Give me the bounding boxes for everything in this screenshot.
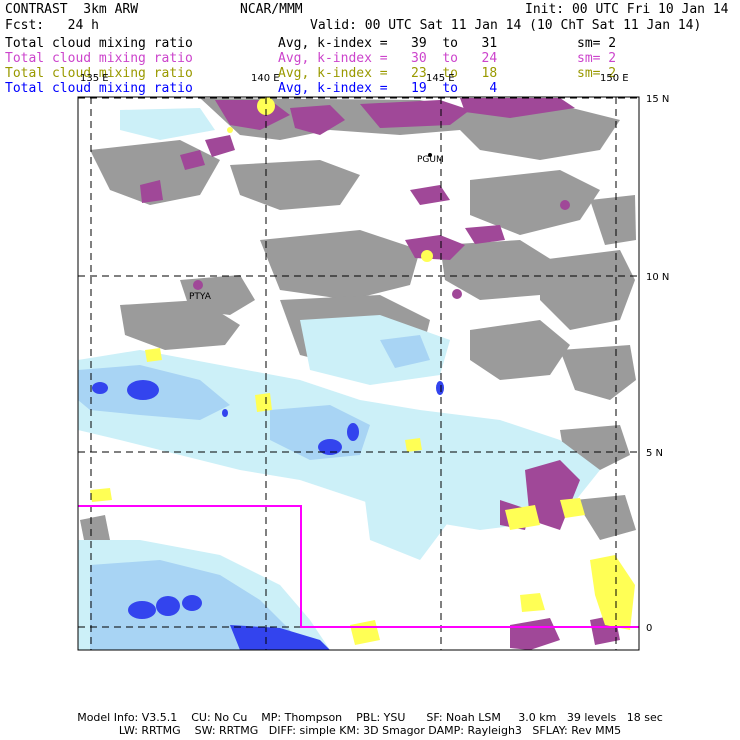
field-name-4: Total cloud mixing ratio (5, 81, 193, 96)
station-marker-pgum (428, 153, 432, 157)
lat-label-15n: 15 N (646, 94, 669, 105)
model-title: CONTRAST 3km ARW (5, 2, 139, 17)
map-frame (77, 96, 640, 651)
field-sm-1: sm= 2 (577, 36, 617, 51)
field-name-1: Total cloud mixing ratio (5, 36, 193, 51)
lat-label-eq: 0 (646, 623, 652, 634)
forecast-hour: Fcst: 24 h (5, 18, 99, 33)
shallow-cloud-dark (92, 380, 444, 650)
model-info-line-1: Model Info: V3.5.1 CU: No Cu MP: Thompso… (77, 711, 663, 724)
place-pgum: PGUM (417, 155, 444, 165)
field-range-1: Avg, k-index = 39 to 31 (278, 36, 498, 51)
field-range-2: Avg, k-index = 30 to 24 (278, 51, 498, 66)
field-sm-3: sm= 2 (577, 66, 617, 81)
field-range-3: Avg, k-index = 23 to 18 (278, 66, 498, 81)
org-label: NCAR/MMM (240, 2, 303, 17)
lon-label-135e: 135 E (80, 73, 109, 84)
field-sm-2: sm= 2 (577, 51, 617, 66)
place-ptya: PTYA (189, 292, 212, 302)
low-cloud-field (90, 97, 635, 645)
init-time: Init: 00 UTC Fri 10 Jan 14 (525, 2, 729, 17)
high-cloud-field (80, 98, 636, 545)
nest-domain-box (78, 505, 639, 628)
model-info-line-2: LW: RRTMG SW: RRTMG DIFF: simple KM: 3D … (118, 724, 622, 737)
lat-label-10n: 10 N (646, 272, 669, 283)
lon-label-150e: 150 E (600, 73, 629, 84)
valid-time: Valid: 00 UTC Sat 11 Jan 14 (10 ChT Sat … (310, 18, 702, 33)
lat-label-5n: 5 N (646, 448, 663, 459)
field-range-4: Avg, k-index = 19 to 4 (278, 81, 498, 96)
lon-label-140e: 140 E (251, 73, 280, 84)
mid-cloud-field (140, 98, 620, 650)
field-name-2: Total cloud mixing ratio (5, 51, 193, 66)
field-name-3: Total cloud mixing ratio (5, 66, 193, 81)
lon-label-145e: 145 E (426, 73, 455, 84)
